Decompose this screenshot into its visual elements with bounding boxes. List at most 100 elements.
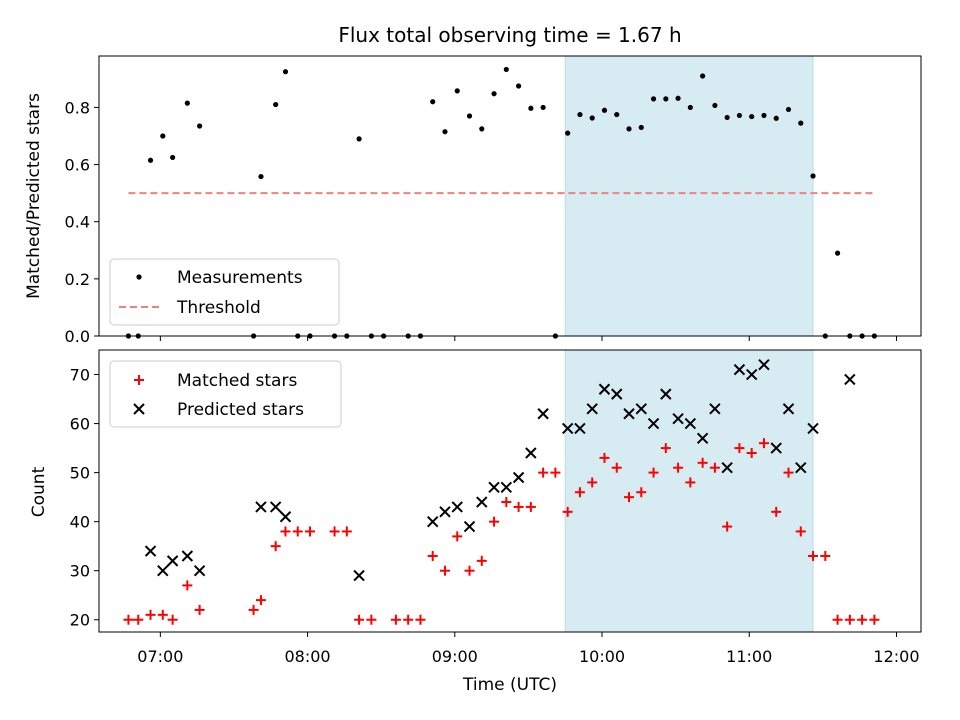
matched-star-marker bbox=[513, 501, 524, 512]
measurement-point bbox=[687, 104, 693, 111]
bottom-highlight-span bbox=[564, 349, 814, 633]
matched-star-marker bbox=[305, 526, 316, 537]
matched-star-marker bbox=[329, 526, 340, 537]
matched-star-marker bbox=[182, 580, 193, 591]
measurement-point bbox=[761, 112, 767, 119]
matched-star-marker bbox=[123, 614, 134, 625]
predicted-star-marker bbox=[807, 422, 819, 435]
predicted-star-marker bbox=[512, 471, 525, 484]
predicted-star-marker bbox=[660, 388, 672, 400]
measurement-point bbox=[540, 104, 546, 111]
bottom-legend: Matched stars Predicted stars bbox=[109, 360, 342, 428]
predicted-star-marker bbox=[745, 368, 758, 381]
predicted-stars-series bbox=[144, 359, 856, 582]
matched-star-marker bbox=[685, 477, 696, 488]
predicted-star-marker bbox=[844, 373, 856, 386]
measurement-point bbox=[491, 91, 497, 97]
matched-star-marker bbox=[280, 526, 291, 537]
predicted-star-marker bbox=[537, 408, 549, 420]
predicted-star-marker bbox=[672, 412, 684, 425]
matched-star-marker bbox=[550, 467, 561, 478]
measurement-point bbox=[442, 129, 448, 135]
matched-star-marker bbox=[439, 565, 450, 576]
measurement-point bbox=[170, 154, 176, 161]
x-tick-label: 10:00 bbox=[579, 647, 625, 666]
measurement-point bbox=[749, 113, 755, 120]
measurement-point bbox=[430, 99, 436, 105]
measurement-point bbox=[834, 250, 841, 256]
bottom-panel: 20 30 40 50 60 70 07:00 08:00 09:00 10:00 11:00 12… bbox=[29, 349, 922, 695]
matched-star-marker bbox=[501, 497, 512, 508]
matched-star-marker bbox=[832, 614, 843, 625]
x-tick-label: 07:00 bbox=[137, 647, 183, 666]
matched-star-marker bbox=[489, 516, 500, 527]
top-axes-frame bbox=[98, 55, 922, 337]
matched-star-marker bbox=[366, 614, 377, 625]
predicted-star-marker bbox=[611, 388, 623, 400]
top-y-tick-label: 0.0 bbox=[65, 327, 90, 346]
measurement-point bbox=[466, 113, 473, 119]
measurement-point bbox=[577, 111, 583, 118]
top-y-ticks: 0.0 0.2 0.4 0.6 0.8 bbox=[65, 98, 99, 346]
measurement-point bbox=[675, 95, 681, 101]
matched-star-marker bbox=[167, 614, 178, 625]
predicted-star-marker bbox=[144, 545, 157, 557]
matched-star-marker bbox=[673, 462, 684, 473]
measurement-point bbox=[700, 73, 706, 79]
matched-star-marker bbox=[255, 595, 266, 606]
matched-star-marker bbox=[808, 550, 819, 561]
matched-star-marker bbox=[709, 462, 720, 473]
top-y-tick-label: 0.8 bbox=[65, 98, 90, 117]
legend-threshold-label: Threshold bbox=[176, 298, 261, 318]
legend-measurements-label: Measurements bbox=[177, 268, 303, 288]
matched-star-marker bbox=[525, 501, 536, 512]
bottom-y-ticks: 20 30 40 50 60 70 bbox=[70, 366, 99, 630]
top-y-tick-label: 0.2 bbox=[65, 270, 90, 289]
matched-star-marker bbox=[415, 614, 426, 625]
legend-predicted-marker bbox=[133, 403, 145, 415]
measurement-point bbox=[356, 136, 362, 142]
matched-star-marker bbox=[562, 506, 573, 517]
matched-star-marker bbox=[795, 526, 806, 537]
bottom-y-tick-label: 40 bbox=[70, 513, 90, 532]
matched-star-marker bbox=[248, 604, 259, 615]
predicted-star-marker bbox=[574, 422, 586, 435]
bottom-x-ticks: 07:00 08:00 09:00 10:00 11:00 12:00 bbox=[137, 632, 920, 666]
matched-star-marker bbox=[354, 614, 365, 625]
matched-star-marker bbox=[697, 457, 708, 468]
measurement-point bbox=[589, 115, 595, 121]
top-highlight-span bbox=[564, 55, 814, 337]
top-panel: 0.0 0.2 0.4 0.6 0.8 Flux total observing tim… bbox=[24, 23, 922, 346]
matched-star-marker bbox=[771, 506, 782, 517]
matched-star-marker bbox=[145, 609, 156, 620]
matched-star-marker bbox=[636, 487, 647, 498]
measurement-point bbox=[258, 173, 264, 180]
matched-star-marker bbox=[133, 614, 144, 625]
measurement-point bbox=[454, 88, 460, 94]
bottom-y-tick-label: 30 bbox=[70, 562, 90, 581]
matched-star-marker bbox=[270, 541, 281, 552]
predicted-star-marker bbox=[463, 520, 476, 533]
matched-star-marker bbox=[194, 604, 205, 615]
matched-star-marker bbox=[157, 609, 168, 620]
matched-star-marker bbox=[599, 452, 610, 463]
measurement-point bbox=[601, 107, 608, 113]
matched-star-marker bbox=[452, 531, 463, 542]
predicted-star-marker bbox=[500, 481, 513, 494]
predicted-star-marker bbox=[157, 564, 169, 577]
predicted-star-marker bbox=[696, 432, 709, 444]
measurement-point bbox=[785, 106, 792, 113]
measurement-point bbox=[147, 157, 154, 163]
matched-star-marker bbox=[648, 467, 659, 478]
measurement-point bbox=[479, 126, 485, 132]
predicted-star-marker bbox=[733, 363, 746, 376]
matched-star-marker bbox=[574, 487, 585, 498]
measurement-point bbox=[528, 105, 534, 111]
measurement-point bbox=[626, 126, 632, 132]
measurement-point bbox=[736, 112, 743, 119]
x-tick-label: 09:00 bbox=[432, 647, 478, 666]
bottom-y-tick-label: 50 bbox=[70, 464, 90, 483]
predicted-star-marker bbox=[770, 442, 782, 454]
matched-star-marker bbox=[611, 462, 622, 473]
